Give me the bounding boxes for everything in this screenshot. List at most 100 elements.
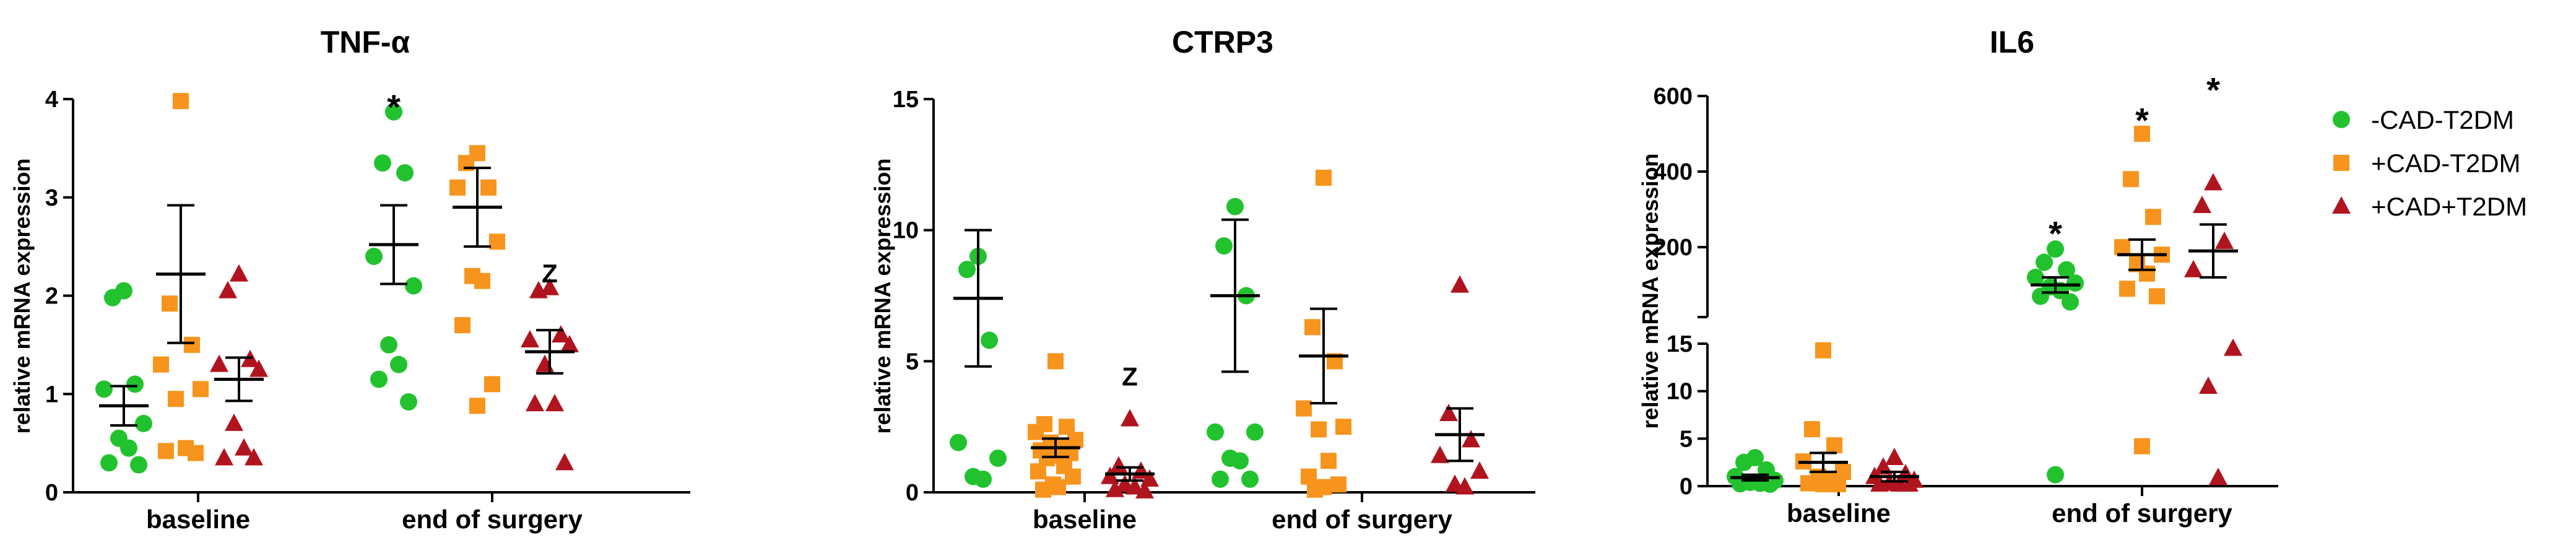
data-point: [974, 471, 992, 488]
data-point: [2119, 281, 2135, 297]
data-point: [526, 394, 544, 411]
data-point: [2134, 438, 2150, 455]
chart-title: IL6: [1990, 25, 2034, 59]
legend-marker-square: [2333, 155, 2349, 171]
data-point: [1121, 409, 1139, 426]
data-point: [2184, 260, 2203, 277]
data-point: [225, 414, 243, 431]
y-tick-label: 3: [45, 185, 58, 211]
data-point: [153, 357, 169, 373]
data-point: [188, 445, 204, 461]
data-point: [2215, 232, 2234, 249]
y-tick-label: 2: [45, 284, 58, 310]
y-tick-label: 0: [1680, 474, 1693, 500]
data-point: [489, 233, 505, 250]
significance-mark: *: [2206, 70, 2220, 109]
x-category-label: baseline: [1033, 505, 1137, 534]
data-point: [2047, 466, 2064, 484]
y-tick-label: 600: [1654, 84, 1693, 110]
y-tick-label: 10: [893, 218, 919, 244]
data-point: [1800, 475, 1816, 491]
chart-panel-1: TNF-α relative mRNA expression 0 1 2 3 4 baseli…: [9, 25, 690, 534]
x-category-label: baseline: [146, 505, 250, 534]
data-point: [474, 273, 490, 289]
data-point: [1231, 452, 1249, 469]
significance-mark: *: [387, 87, 401, 126]
data-point: [981, 331, 998, 349]
y-tick-label: 5: [906, 349, 919, 375]
data-point: [2209, 468, 2227, 485]
x-category-label: end of surgery: [402, 505, 583, 534]
data-point: [235, 438, 253, 456]
data-point: [1439, 404, 1458, 421]
x-category-label: end of surgery: [1272, 505, 1452, 534]
legend-label: +CAD+T2DM: [2371, 192, 2527, 221]
data-point: [521, 330, 539, 347]
data-point: [135, 415, 152, 432]
y-tick-label: 1: [45, 381, 58, 407]
data-point: [158, 443, 174, 459]
data-point: [400, 393, 417, 411]
data-point: [2114, 239, 2130, 255]
data-point: [100, 454, 118, 471]
y-axis-label: relative mRNA expression: [1637, 154, 1663, 429]
data-point: [2224, 339, 2242, 356]
data-point: [449, 180, 466, 196]
data-point: [484, 376, 500, 392]
x-category-label: end of surgery: [2052, 499, 2232, 528]
data-point: [555, 453, 574, 470]
data-point: [365, 248, 383, 265]
data-point: [370, 370, 388, 388]
data-point: [184, 337, 200, 353]
data-point: [95, 380, 113, 398]
figure: TNF-αrelative mRNA expression01234baseli…: [0, 0, 2576, 540]
data-point: [1462, 430, 1480, 447]
data-point: [173, 93, 189, 109]
data-point: [1470, 461, 1489, 479]
data-point: [1246, 424, 1264, 441]
data-point: [230, 264, 248, 282]
data-point: [162, 295, 178, 311]
data-point: [545, 394, 564, 411]
data-point: [2204, 173, 2223, 190]
data-point: [2062, 294, 2079, 311]
legend-marker-triangle: [2332, 196, 2351, 214]
data-point: [2123, 171, 2139, 187]
y-tick-label: 10: [1667, 379, 1693, 405]
data-point: [480, 180, 497, 196]
data-point: [989, 450, 1007, 467]
data-point: [1885, 448, 1904, 465]
significance-mark: Z: [1122, 362, 1138, 391]
data-point: [1226, 198, 1244, 216]
data-point: [1316, 170, 1332, 186]
data-point: [390, 356, 407, 373]
data-point: [2149, 288, 2165, 304]
data-point: [2145, 209, 2161, 225]
data-point: [1330, 476, 1347, 492]
data-point: [1804, 421, 1820, 437]
y-tick-label: 15: [1667, 331, 1693, 357]
data-point: [469, 398, 485, 414]
data-point: [1050, 479, 1066, 495]
data-point: [2032, 287, 2049, 305]
charts-layer: TNF-α relative mRNA expression 0 1 2 3 4 baseli…: [9, 25, 2278, 534]
data-point: [2036, 254, 2053, 271]
significance-mark: *: [2135, 100, 2149, 139]
data-point: [454, 317, 471, 333]
data-point: [950, 434, 967, 451]
data-point: [1304, 319, 1321, 335]
y-tick-label: 0: [906, 480, 919, 506]
data-point: [193, 381, 209, 397]
legend-marker-circle: [2333, 111, 2350, 128]
x-category-label: baseline: [1787, 499, 1891, 528]
data-point: [536, 355, 554, 372]
data-point: [126, 375, 144, 393]
data-point: [405, 277, 422, 295]
data-point: [1065, 469, 1081, 485]
data-point: [168, 391, 184, 407]
data-point: [1307, 482, 1323, 498]
legend-label: +CAD-T2DM: [2371, 149, 2521, 178]
y-tick-label: 200: [1654, 235, 1693, 261]
data-point: [1207, 424, 1224, 441]
legend: -CAD-T2DM +CAD-T2DM +CAD+T2DM: [2332, 105, 2527, 221]
